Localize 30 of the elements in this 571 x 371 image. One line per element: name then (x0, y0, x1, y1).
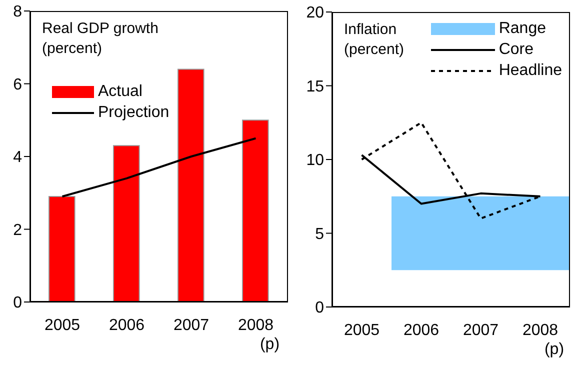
x-tick-label: 2007 (462, 322, 499, 339)
y-tick-label: 5 (315, 226, 324, 243)
line-series (61, 137, 257, 198)
bar (178, 68, 204, 302)
y-tick-label: 4 (13, 149, 22, 166)
x-tick-label: 2008 (p) (522, 322, 564, 358)
text: Real GDP growth (percent) (42, 19, 158, 59)
bar (48, 196, 76, 302)
bar (113, 145, 140, 302)
legend-label: Projection (98, 103, 170, 123)
y-tick-label: 8 (13, 4, 22, 21)
x-tick-label: 2007 (173, 317, 210, 334)
x-tick-label: 2005 (44, 317, 80, 334)
legend-label: Headline (498, 61, 562, 81)
x-tick-label: 2005 (344, 322, 380, 339)
y-tick-label: 6 (13, 76, 22, 94)
y-tick-label: 0 (315, 300, 324, 317)
legend-label: Actual (98, 82, 142, 102)
y-tick-label: 15 (306, 78, 324, 96)
x-tick-label: 2008 (p) (238, 317, 280, 353)
bar (242, 120, 269, 302)
legend-label: Core (498, 40, 534, 60)
y-tick-label: 2 (13, 222, 22, 239)
legend-label: Range (498, 19, 546, 39)
x-tick-label: 2006 (403, 322, 440, 339)
y-tick-label: 0 (13, 294, 22, 312)
x-tick-label: 2006 (108, 317, 145, 334)
text: Inflation (percent) (344, 20, 404, 60)
y-tick-label: 10 (306, 152, 324, 170)
y-tick-label: 20 (306, 4, 324, 22)
